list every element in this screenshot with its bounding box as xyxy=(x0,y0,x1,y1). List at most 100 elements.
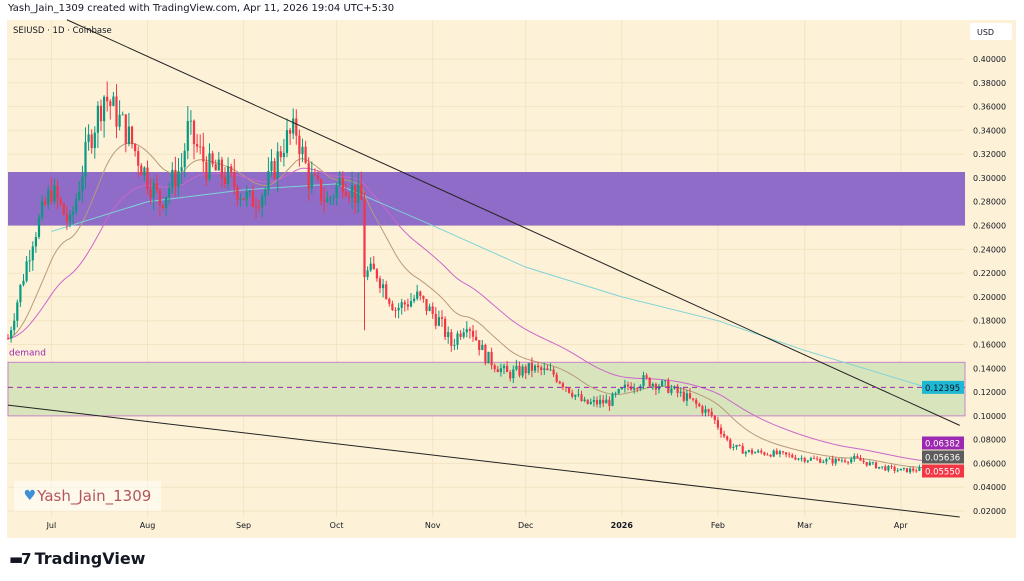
candle-body xyxy=(785,452,788,455)
candle-body xyxy=(599,399,602,405)
candle-body xyxy=(53,185,56,202)
candle-body xyxy=(357,184,360,203)
ma-mid-line xyxy=(7,167,932,463)
candle-body xyxy=(713,415,716,421)
candle-body xyxy=(437,317,440,326)
candle-body xyxy=(809,458,812,461)
candle-body xyxy=(37,217,41,238)
candle-body xyxy=(316,175,320,180)
candle-body xyxy=(912,468,915,471)
candle-body xyxy=(245,191,248,200)
candle-body xyxy=(109,101,112,106)
candle-body xyxy=(422,296,425,299)
candle-body xyxy=(822,461,825,463)
candle-body xyxy=(236,187,239,200)
candle-body xyxy=(552,369,555,375)
watermark-text: Yash_Jain_1309 xyxy=(37,487,152,505)
candle-body xyxy=(775,450,778,455)
candle-body xyxy=(509,372,512,379)
candle-body xyxy=(561,383,564,388)
candle-body xyxy=(586,399,589,404)
y-tick-label: 0.16000 xyxy=(973,340,1006,349)
candle-body xyxy=(47,190,50,205)
candle-body xyxy=(487,351,490,364)
candle-body xyxy=(772,450,775,457)
y-tick-label: 0.04000 xyxy=(973,483,1006,492)
candle-body xyxy=(707,409,710,412)
candle-body xyxy=(137,151,140,166)
y-tick-label: 0.30000 xyxy=(973,174,1006,183)
price-label-box xyxy=(922,464,964,478)
candle-body xyxy=(434,313,437,326)
candle-body xyxy=(62,203,65,215)
candle-body xyxy=(695,399,698,404)
candle-body xyxy=(515,365,518,370)
candle-body xyxy=(301,146,304,155)
candle-body xyxy=(75,199,78,212)
candle-body xyxy=(642,375,645,387)
candle-body xyxy=(227,166,230,184)
candle-body xyxy=(419,291,422,297)
candle-body xyxy=(806,460,809,462)
currency-label: USD xyxy=(977,28,994,37)
candle-body xyxy=(211,153,214,165)
candle-body xyxy=(168,188,171,197)
candle-body xyxy=(431,306,434,314)
candle-body xyxy=(115,96,118,127)
candle-body xyxy=(378,278,382,289)
candle-body xyxy=(859,457,862,461)
candle-body xyxy=(31,246,34,261)
candle-body xyxy=(298,135,301,155)
y-tick-label: 0.02000 xyxy=(973,507,1006,516)
candle-body xyxy=(475,336,478,341)
candle-body xyxy=(499,368,502,373)
candle-body xyxy=(837,458,840,461)
candle-body xyxy=(760,450,763,453)
candle-body xyxy=(481,344,484,351)
candle-body xyxy=(19,284,22,303)
attribution-header: Yash_Jain_1309 created with TradingView.… xyxy=(8,3,395,14)
candle-body xyxy=(428,306,431,312)
candle-body xyxy=(149,189,152,198)
candle-body xyxy=(130,126,134,145)
candle-body xyxy=(174,169,177,188)
candle-body xyxy=(186,121,189,151)
candle-body xyxy=(493,365,496,370)
candle-body xyxy=(360,184,363,200)
candle-body xyxy=(781,451,785,453)
candle-body xyxy=(800,458,803,459)
candle-body xyxy=(484,344,487,364)
candle-body xyxy=(341,178,344,193)
candle-body xyxy=(654,383,657,390)
candle-body xyxy=(890,465,893,467)
candle-body xyxy=(289,130,292,134)
candle-body xyxy=(478,340,481,351)
candle-body xyxy=(208,153,211,180)
candle-body xyxy=(233,172,236,188)
candle-body xyxy=(403,302,406,305)
supply-zone xyxy=(8,172,965,226)
candle-body xyxy=(471,330,475,337)
candle-body xyxy=(605,399,608,404)
candle-body xyxy=(220,159,223,178)
candle-body xyxy=(868,462,871,466)
candle-body xyxy=(118,114,121,127)
candle-body xyxy=(692,398,695,400)
candle-body xyxy=(279,151,282,158)
candle-body xyxy=(828,458,831,460)
candle-body xyxy=(56,185,59,199)
candle-body xyxy=(124,114,127,144)
candle-body xyxy=(261,196,264,208)
candle-body xyxy=(366,270,369,278)
candle-body xyxy=(165,196,168,208)
candle-body xyxy=(214,164,217,171)
candle-body xyxy=(264,190,267,197)
x-tick-label: Sep xyxy=(236,521,251,530)
candle-body xyxy=(363,199,366,278)
candle-body xyxy=(608,399,611,406)
tradingview-logo[interactable]: ▬7 TradingView xyxy=(9,549,145,568)
candle-body xyxy=(143,167,146,176)
candle-body xyxy=(577,394,580,396)
candle-body xyxy=(881,466,884,468)
